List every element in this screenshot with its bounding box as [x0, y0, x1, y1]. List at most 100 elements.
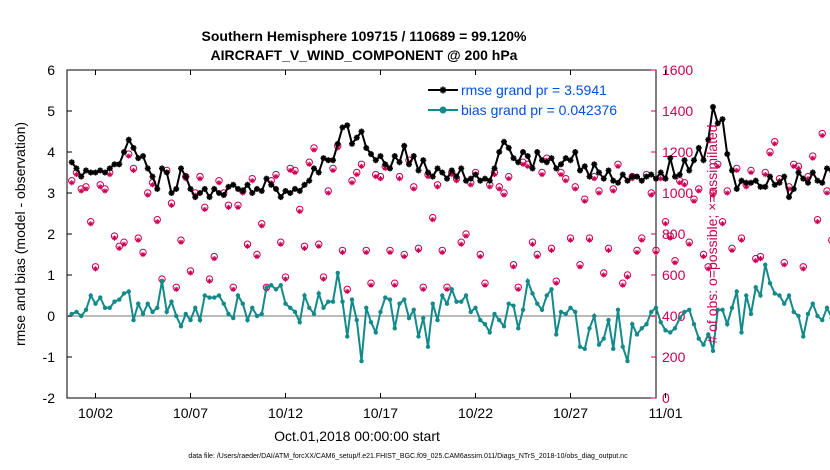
- rmse-point-stroke: [610, 178, 616, 184]
- obs-assimilated-stroke: [254, 254, 260, 259]
- obs-assimilated-point: [520, 161, 526, 167]
- bias-point: [824, 305, 830, 310]
- bias-point: [368, 319, 374, 325]
- rmse-point-stroke: [97, 167, 103, 174]
- bias-point: [710, 348, 716, 354]
- obs-assimilated-point: [639, 237, 645, 243]
- rmse-point: [624, 177, 631, 184]
- obs-assimilated-stroke: [330, 168, 336, 173]
- obs-assimilated-stroke: [250, 178, 255, 183]
- bias-point: [250, 305, 255, 310]
- bias-point: [805, 311, 811, 317]
- rmse-point: [401, 142, 408, 149]
- obs-assimilated-point: [444, 286, 450, 292]
- rmse-point-stroke: [211, 186, 217, 192]
- rmse-point: [83, 167, 89, 174]
- rmse-point-stroke: [240, 188, 246, 194]
- obs-assimilated-point: [373, 174, 379, 180]
- rmse-point: [159, 165, 165, 172]
- obs-assimilated-stroke: [155, 219, 160, 224]
- obs-assimilated-point: [463, 233, 469, 239]
- rmse-point: [534, 149, 541, 155]
- rmse-point-stroke: [263, 175, 270, 182]
- bias-point: [378, 309, 383, 315]
- obs-assimilated-stroke: [791, 164, 796, 169]
- obs-assimilated-stroke: [763, 172, 768, 177]
- bias-point: [254, 313, 260, 319]
- obs-assimilated-stroke: [563, 178, 568, 183]
- rmse-point-stroke: [320, 155, 327, 161]
- obs-assimilated-point: [658, 176, 664, 182]
- rmse-point: [249, 190, 256, 196]
- obs-assimilated-point: [154, 219, 160, 225]
- obs-assimilated-stroke: [421, 287, 426, 292]
- rmse-point-stroke: [411, 153, 417, 159]
- obs-assimilated-point: [620, 282, 626, 288]
- rmse-point: [529, 165, 536, 172]
- bias-point: [212, 295, 217, 300]
- rmse-point: [824, 165, 830, 172]
- rmse-point: [643, 173, 650, 180]
- rmse-point-stroke: [88, 169, 94, 176]
- rmse-point: [410, 153, 417, 160]
- rmse-point-stroke: [700, 157, 707, 163]
- bias-point: [734, 289, 739, 294]
- rmse-point: [178, 165, 184, 172]
- rmse-point: [382, 161, 389, 168]
- obs-assimilated-point: [430, 217, 436, 223]
- bias-point: [421, 315, 426, 321]
- obs-assimilated-stroke: [126, 153, 131, 159]
- rmse-point: [444, 175, 450, 182]
- rmse-point: [135, 155, 142, 162]
- y-axis-right-label: # of obs: o=possible; ×=assimilated: [704, 124, 720, 343]
- obs-assimilated-stroke: [136, 237, 141, 243]
- bias-point: [387, 297, 393, 302]
- bias-point: [183, 311, 188, 317]
- bias-point: [658, 319, 663, 325]
- bias-point: [440, 293, 445, 298]
- obs-assimilated-point: [700, 253, 707, 260]
- rmse-point-stroke: [73, 165, 80, 172]
- obs-assimilated-point: [710, 192, 716, 198]
- obs-assimilated-point: [107, 171, 113, 178]
- rmse-point: [201, 185, 208, 192]
- bias-point: [178, 324, 184, 329]
- obs-assimilated-point: [88, 221, 94, 227]
- x-axis-label: Oct.01,2018 00:00:00 start: [274, 428, 440, 444]
- bias-point: [729, 305, 735, 310]
- bias-point: [663, 328, 668, 333]
- rmse-point-stroke: [116, 161, 122, 167]
- rmse-point: [771, 181, 778, 188]
- rmse-point-stroke: [515, 159, 521, 165]
- obs-assimilated-stroke: [739, 237, 744, 243]
- bias-point: [273, 287, 279, 292]
- obs-assimilated-point: [73, 171, 80, 178]
- obs-assimilated-stroke: [178, 240, 184, 245]
- obs-assimilated-point: [135, 237, 141, 243]
- rmse-point: [344, 122, 351, 129]
- obs-assimilated-point: [724, 190, 730, 196]
- obs-assimilated-stroke: [69, 180, 74, 185]
- x-tick-label: 10/22: [458, 405, 493, 421]
- obs-assimilated-stroke: [297, 209, 302, 214]
- bias-point: [335, 270, 340, 276]
- bias-point: [121, 291, 127, 296]
- obs-assimilated-point: [810, 155, 816, 161]
- rmse-point: [714, 120, 721, 127]
- rmse-point-stroke: [396, 159, 403, 165]
- rmse-point: [439, 169, 446, 176]
- bias-point: [482, 322, 488, 327]
- obs-assimilated-point: [824, 190, 830, 196]
- obs-assimilated-stroke: [440, 250, 445, 255]
- rmse-point-stroke: [363, 145, 369, 151]
- obs-assimilated-point: [149, 182, 156, 188]
- rmse-point: [562, 155, 569, 162]
- rmse-point-stroke: [430, 173, 436, 180]
- rmse-point: [116, 161, 123, 168]
- obs-assimilated-stroke: [145, 192, 150, 198]
- obs-assimilated-stroke: [587, 237, 592, 243]
- rmse-point-stroke: [149, 173, 156, 180]
- obs-assimilated-stroke: [435, 184, 440, 190]
- rmse-point: [406, 161, 412, 168]
- legend-rmse-label: rmse grand pr = 3.5941: [461, 82, 607, 98]
